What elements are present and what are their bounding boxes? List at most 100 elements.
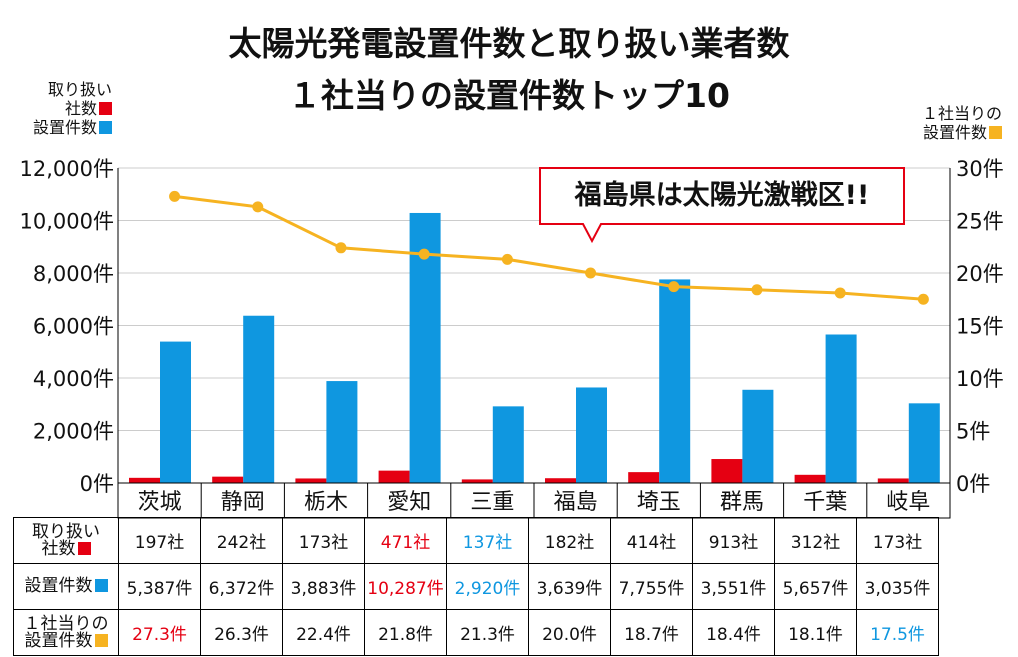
- y-left-tick-label: 12,000件: [20, 157, 114, 181]
- table-row-companies: 取り扱い 社数 197社 242社 173社 471社 137社 182社 41…: [13, 517, 939, 564]
- y-left-tick-label: 4,000件: [33, 367, 114, 391]
- category-label: 三重: [470, 490, 514, 515]
- table-cell: 3,551件: [692, 563, 775, 610]
- y-right-tick-label: 30件: [956, 157, 1004, 181]
- table-cell: 22.4件: [282, 609, 365, 656]
- data-table: 取り扱い 社数 197社 242社 173社 471社 137社 182社 41…: [13, 517, 939, 656]
- bar-companies: [711, 459, 743, 483]
- legend-per-company: 設置件数: [880, 123, 1002, 142]
- y-right-tick-label: 5件: [956, 420, 990, 444]
- line-point: [585, 267, 597, 279]
- table-cell: 21.3件: [446, 609, 529, 656]
- legend-companies-label-1: 取り扱い: [47, 80, 112, 99]
- bar-companies: [295, 478, 327, 483]
- line-point: [917, 293, 929, 305]
- bar-companies: [628, 472, 660, 483]
- y-right-tick-label: 25件: [956, 210, 1004, 234]
- row-red-square: [77, 541, 91, 555]
- table-cell: 173社: [856, 517, 939, 564]
- table-cell: 26.3件: [200, 609, 283, 656]
- legend-companies: 社数: [10, 99, 112, 118]
- bar-companies: [378, 470, 410, 483]
- bar-installs: [908, 403, 940, 483]
- row-header-per-company: １社当りの 設置件数: [13, 609, 119, 656]
- table-row-per-company: １社当りの 設置件数 27.3件 26.3件 22.4件 21.8件 21.3件…: [13, 609, 939, 656]
- line-point: [418, 248, 430, 260]
- table-cell: 18.4件: [692, 609, 775, 656]
- chart-title-line-2: １社当りの設置件数トップ10: [288, 76, 730, 115]
- table-cell: 3,883件: [282, 563, 365, 610]
- row-orange-square: [94, 633, 108, 647]
- table-cell: 242社: [200, 517, 283, 564]
- legend-blue-square: [99, 121, 112, 134]
- legend-right: １社当りの 設置件数: [880, 104, 1002, 142]
- bar-installs: [243, 315, 275, 483]
- table-cell: 471社: [364, 517, 447, 564]
- table-cell: 913社: [692, 517, 775, 564]
- legend-companies-label-2: 社数: [64, 99, 97, 118]
- y-left-tick-label: 2,000件: [33, 420, 114, 444]
- line-point: [751, 284, 763, 296]
- row-header-companies-l2: 社数: [41, 538, 76, 559]
- line-point: [668, 281, 680, 293]
- table-cell: 17.5件: [856, 609, 939, 656]
- line-point: [169, 190, 181, 202]
- category-label: 愛知: [387, 490, 431, 515]
- legend-orange-square: [989, 126, 1002, 139]
- bar-companies: [794, 474, 826, 483]
- table-cell: 7,755件: [610, 563, 693, 610]
- bar-installs: [492, 406, 524, 483]
- line-per-company: [174, 194, 924, 301]
- table-cell: 182社: [528, 517, 611, 564]
- table-cell: 173社: [282, 517, 365, 564]
- legend-per-company-label-1: １社当りの: [921, 104, 1002, 123]
- category-label: 栃木: [304, 490, 348, 515]
- y-right-tick-label: 15件: [956, 315, 1004, 339]
- y-left-tick-label: 10,000件: [20, 210, 114, 234]
- row-header-per-company-l1: １社当りの: [23, 613, 109, 634]
- y-right-tick-label: 20件: [956, 262, 1004, 286]
- table-cell: 414社: [610, 517, 693, 564]
- category-label: 静岡: [221, 490, 265, 515]
- table-cell: 3,639件: [528, 563, 611, 610]
- table-cell: 18.7件: [610, 609, 693, 656]
- category-label: 埼玉: [637, 490, 681, 515]
- table-cell: 197社: [118, 517, 201, 564]
- legend-installs-label: 設置件数: [32, 118, 97, 137]
- category-label: 福島: [554, 490, 598, 515]
- table-cell: 312社: [774, 517, 857, 564]
- table-cell: 20.0件: [528, 609, 611, 656]
- bar-companies: [212, 476, 244, 483]
- category-label: 群馬: [720, 490, 764, 515]
- table-row-installs: 設置件数 5,387件 6,372件 3,883件 10,287件 2,920件…: [13, 563, 939, 610]
- y-left-tick-label: 0件: [80, 472, 114, 496]
- bar-companies: [545, 478, 576, 483]
- y-right-tick-label: 10件: [956, 367, 1004, 391]
- row-header-per-company-l2: 設置件数: [24, 630, 93, 651]
- table-cell: 6,372件: [200, 563, 283, 610]
- legend-per-company-label-2: 設置件数: [922, 123, 987, 142]
- callout-text: 福島県は太陽光激戦区!!: [574, 180, 870, 211]
- bar-installs: [825, 334, 857, 483]
- bar-installs: [659, 279, 691, 483]
- row-header-companies-l1: 取り扱い: [32, 521, 100, 542]
- bar-installs: [742, 389, 774, 483]
- y-left-tick-label: 6,000件: [33, 315, 114, 339]
- table-cell: 5,657件: [774, 563, 857, 610]
- y-left-tick-label: 8,000件: [33, 262, 114, 286]
- table-cell: 27.3件: [118, 609, 201, 656]
- bar-companies: [877, 478, 909, 483]
- line-point: [335, 242, 347, 254]
- table-cell: 21.8件: [364, 609, 447, 656]
- bar-installs: [160, 341, 191, 483]
- table-cell: 137社: [446, 517, 529, 564]
- legend-left: 取り扱い 社数 設置件数: [10, 80, 112, 137]
- category-label: 茨城: [138, 490, 182, 515]
- bar-installs: [576, 387, 607, 483]
- bar-companies: [461, 479, 493, 483]
- line-point: [834, 287, 846, 299]
- callout-box: [539, 167, 905, 244]
- line-point: [501, 253, 513, 265]
- table-cell: 10,287件: [364, 563, 447, 610]
